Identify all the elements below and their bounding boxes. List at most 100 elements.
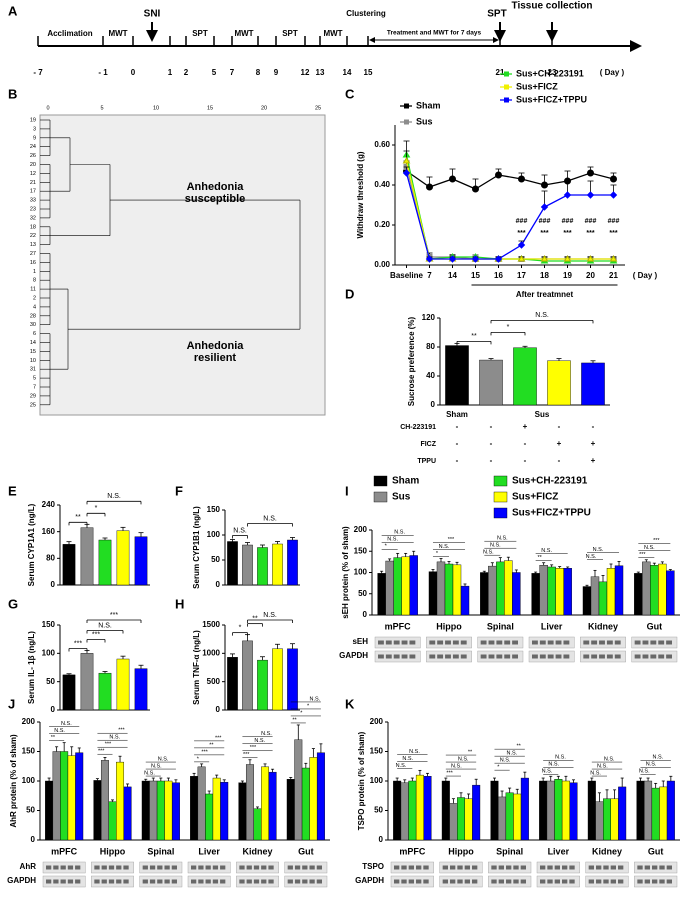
bar (408, 780, 417, 841)
x-tick-label: mPFC (385, 621, 412, 631)
bar (116, 761, 125, 841)
leaf-label: 33 (30, 198, 36, 204)
significance: N.S. (593, 547, 604, 553)
legend-label: Sus (392, 492, 411, 503)
blot-band (149, 879, 156, 884)
leaf-label: 22 (30, 233, 36, 239)
significance: * (300, 710, 303, 716)
bar (227, 657, 238, 711)
significance: ** (517, 744, 522, 750)
bar (108, 801, 117, 841)
x-tick-label: Hippo (100, 846, 126, 856)
leaf-label: 12 (30, 171, 36, 177)
bar (149, 780, 158, 841)
bar (598, 581, 608, 616)
panel-label: H (175, 596, 184, 611)
significance: N.S. (387, 537, 398, 543)
blot-band (464, 865, 470, 870)
bar (581, 362, 605, 406)
significance: * (385, 544, 388, 550)
significance: N.S. (500, 758, 511, 764)
blot-band (659, 879, 665, 884)
series-line (405, 154, 614, 262)
blot-band (46, 865, 52, 870)
y-tick-label: 80 (46, 553, 55, 562)
blot-band (659, 865, 665, 870)
bar (123, 786, 132, 841)
blot-band (554, 879, 560, 884)
blot-band (108, 879, 115, 884)
blot-band (603, 879, 609, 884)
leaf-label: 28 (30, 313, 36, 319)
series-line (405, 172, 614, 260)
y-axis-label: Serum TNF-α (ng/L) (192, 630, 201, 705)
leaf-label: 6 (33, 331, 36, 337)
point (449, 175, 456, 183)
bar (472, 784, 481, 841)
y-axis-label: Serum CYP1B1 (ng/L) (192, 506, 201, 589)
blot-band (506, 879, 512, 884)
legend-label: Sham (392, 476, 419, 487)
bar (294, 739, 303, 841)
x-tick-label: Liver (548, 846, 570, 856)
bar (441, 780, 450, 841)
bar (561, 780, 570, 841)
point (609, 191, 618, 199)
significance: N.S. (497, 536, 508, 542)
bar (457, 797, 465, 841)
bar (301, 767, 310, 841)
x-tick-label: Hippo (436, 621, 462, 631)
timeline-tick-label: 2 (184, 68, 189, 77)
blot-band (378, 640, 384, 645)
point (609, 255, 618, 262)
blot-band (513, 879, 519, 884)
significance: N.S. (263, 515, 277, 522)
legend-label: Sus+FICZ+TPPU (512, 508, 591, 519)
y-tick-label: 50 (46, 677, 55, 686)
treatment-cell: - (558, 456, 561, 465)
panel-label: G (8, 596, 18, 611)
blot-band (599, 654, 605, 659)
blot-band (498, 865, 504, 870)
significance: N.S. (507, 751, 518, 757)
blot-band (606, 654, 613, 659)
blot-band (637, 879, 643, 884)
blot-band (67, 865, 74, 870)
treatment-cell: - (490, 422, 493, 431)
timeline-label: MWT (234, 29, 253, 38)
x-tick-label: Liver (541, 621, 563, 631)
bar (606, 568, 616, 616)
blot-band (540, 879, 546, 884)
blot-band (540, 865, 546, 870)
blot-band (191, 865, 197, 870)
blot-label: GAPDH (339, 651, 368, 660)
scale-tick-label: 0 (46, 105, 49, 111)
bar (286, 779, 295, 841)
blot-band (75, 865, 81, 870)
blot-band (583, 654, 590, 659)
blot-band (60, 865, 66, 870)
bar (666, 570, 675, 616)
blot-band (253, 865, 260, 870)
blot-band (457, 865, 463, 870)
blot-band (491, 879, 497, 884)
point (402, 169, 411, 177)
bar (287, 648, 298, 711)
bar (659, 786, 668, 841)
blot-band (437, 640, 444, 645)
blot-band (220, 865, 226, 870)
cluster-label: Anhedonia susceptible (185, 181, 246, 205)
bar (190, 776, 199, 841)
bar (220, 781, 229, 841)
treatment-label: CH-223191 (400, 424, 436, 431)
panel-label: I (345, 483, 349, 498)
legend-marker (404, 119, 409, 125)
blot-band (423, 879, 429, 884)
significance: ### (516, 218, 528, 225)
x-tick-label: 16 (494, 271, 503, 280)
treatment-cell: - (490, 439, 493, 448)
group-label: Sus (535, 410, 550, 419)
bar (488, 565, 497, 616)
blot-label: TSPO (362, 862, 384, 871)
bar (444, 563, 454, 616)
